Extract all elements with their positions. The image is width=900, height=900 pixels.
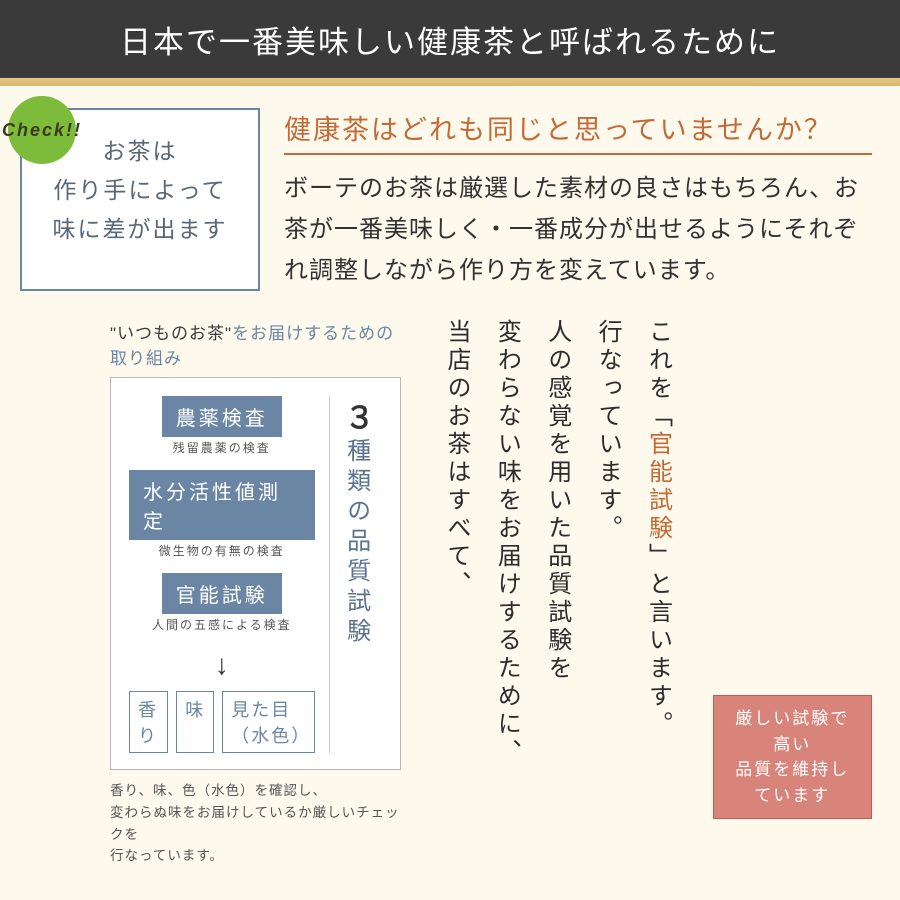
diagram-caption: 香り、味、色（水色）を確認し、 変わらぬ味をお届けしているか厳しいチェックを 行… bbox=[110, 780, 401, 866]
test-sub: 微生物の有無の検査 bbox=[159, 542, 285, 559]
diagram-left: 農薬検査 残留農薬の検査 水分活性値測定 微生物の有無の検査 官能試験 人間の五… bbox=[129, 396, 315, 753]
question-heading: 健康茶はどれも同じと思っていませんか？ bbox=[284, 108, 872, 155]
result-box: 味 bbox=[176, 691, 214, 753]
callout-line: 味に差が出ます bbox=[32, 210, 248, 249]
callout-box: Check!! お茶は 作り手によって 味に差が出ます bbox=[20, 108, 260, 291]
check-badge-icon: Check!! bbox=[8, 96, 76, 164]
gold-strip bbox=[0, 78, 900, 86]
diagram-vertical-label: ３種類の品質試験 bbox=[329, 396, 382, 753]
result-box: 見た目（水色） bbox=[222, 691, 314, 753]
result-row: 香り 味 見た目（水色） bbox=[129, 691, 315, 753]
top-section: Check!! お茶は 作り手によって 味に差が出ます 健康茶はどれも同じと思っ… bbox=[0, 86, 900, 301]
badge-column: 厳しい試験で高い品質を維持しています bbox=[713, 319, 872, 819]
diagram-box: 農薬検査 残留農薬の検査 水分活性値測定 微生物の有無の検査 官能試験 人間の五… bbox=[110, 377, 401, 770]
test-pill: 官能試験 bbox=[162, 573, 282, 614]
test-sub: 残留農薬の検査 bbox=[173, 439, 271, 456]
quality-badge: 厳しい試験で高い品質を維持しています bbox=[713, 695, 872, 819]
diagram-column: "いつものお茶"をお届けするための取り組み 農薬検査 残留農薬の検査 水分活性値… bbox=[110, 319, 401, 866]
result-box: 香り bbox=[129, 691, 168, 753]
top-right: 健康茶はどれも同じと思っていませんか？ ボーテのお茶は厳選した素材の良さはもちろ… bbox=[284, 108, 872, 291]
answer-text: ボーテのお茶は厳選した素材の良さはもちろん、お茶が一番美味しく・一番成分が出せる… bbox=[284, 169, 872, 291]
test-sub: 人間の五感による検査 bbox=[152, 616, 292, 633]
arrow-down-icon: ↓ bbox=[215, 649, 229, 681]
bottom-section: "いつものお茶"をお届けするための取り組み 農薬検査 残留農薬の検査 水分活性値… bbox=[0, 301, 900, 866]
header-bar: 日本で一番美味しい健康茶と呼ばれるために bbox=[0, 0, 900, 78]
callout-line: 作り手によって bbox=[32, 171, 248, 210]
test-pill: 水分活性値測定 bbox=[129, 470, 315, 540]
header-title: 日本で一番美味しい健康茶と呼ばれるために bbox=[120, 17, 780, 62]
diagram-title: "いつものお茶"をお届けするための取り組み bbox=[110, 319, 401, 369]
vertical-body-text: これを「官能試験」と言います。 行なっています。 人の感覚を用いた品質試験を 変… bbox=[431, 319, 683, 819]
test-pill: 農薬検査 bbox=[162, 396, 282, 437]
